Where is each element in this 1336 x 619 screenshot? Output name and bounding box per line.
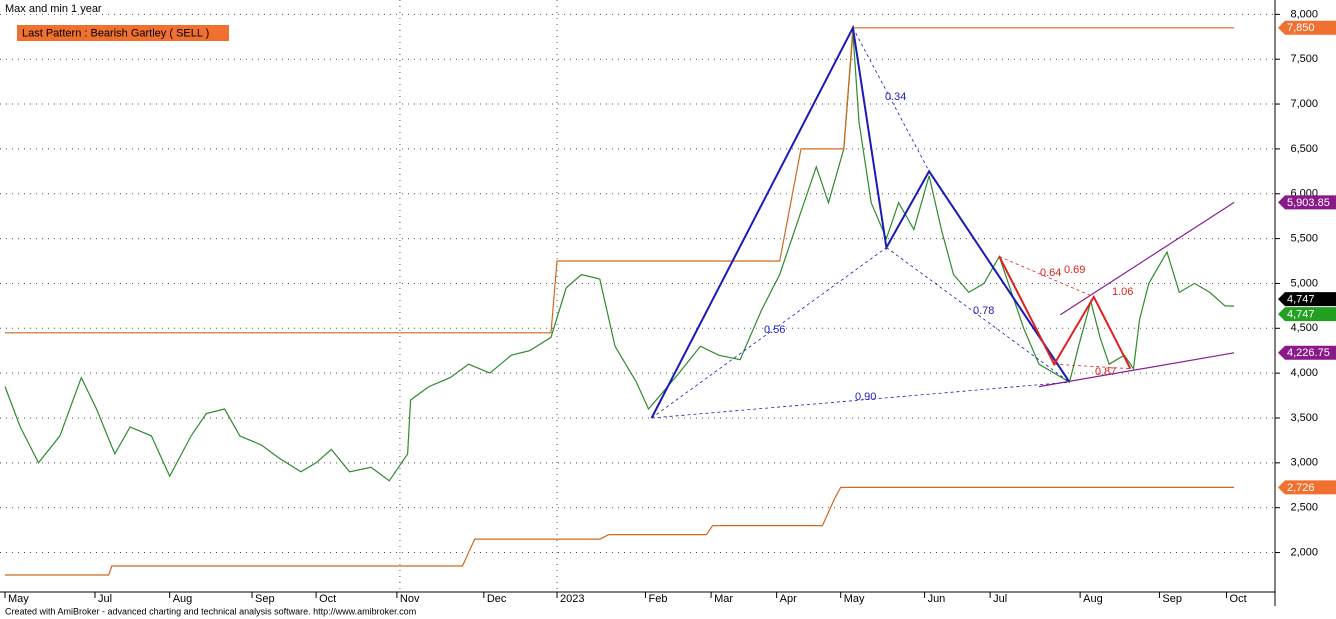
- ratio-label: 0.78: [973, 305, 994, 317]
- price-label-box: [1278, 20, 1336, 35]
- x-tick-label: May: [844, 593, 865, 605]
- ratio-label: 0.87: [1095, 366, 1116, 378]
- ratio-label: 0.64: [1040, 267, 1061, 279]
- retracement-line: [651, 381, 1070, 419]
- series-line: [5, 486, 1235, 576]
- x-tick-label: Dec: [487, 593, 507, 605]
- pattern-badge: [17, 25, 229, 41]
- footer: Created with AmiBroker - advanced charti…: [5, 606, 416, 616]
- x-tick-label: Jun: [928, 593, 946, 605]
- ratio-label: 1.06: [1112, 286, 1133, 298]
- y-tick-label: 2,500: [1290, 502, 1318, 514]
- retracement-line: [651, 247, 887, 419]
- price-label-box: [1278, 195, 1336, 210]
- series-line: [4, 32, 1235, 482]
- x-tick-label: Aug: [173, 593, 193, 605]
- price-label: 7,850: [1287, 22, 1315, 34]
- x-tick-label: Aug: [1083, 593, 1103, 605]
- x-tick-label: May: [8, 593, 29, 605]
- price-label: 4,226.75: [1287, 347, 1330, 359]
- retracement-line: [886, 247, 1070, 383]
- series-line: [1059, 201, 1235, 316]
- y-tick-label: 5,500: [1290, 233, 1318, 245]
- price-label-box: [1278, 292, 1336, 307]
- y-tick-label: 7,000: [1290, 98, 1318, 110]
- price-label: 4,747: [1287, 309, 1315, 321]
- x-tick-label: Oct: [319, 593, 336, 605]
- ratio-label: 0.69: [1064, 264, 1085, 276]
- ratio-label: 0.90: [855, 391, 876, 403]
- price-label-box: [1278, 480, 1336, 495]
- retracement-line: [1054, 363, 1131, 370]
- x-tick-label: 2023: [560, 593, 584, 605]
- retracement-line: [999, 256, 1095, 298]
- ratio-label: 0.34: [885, 91, 906, 103]
- x-tick-label: Mar: [714, 593, 733, 605]
- price-label: 4,747: [1287, 294, 1315, 306]
- x-tick-label: Jul: [98, 593, 112, 605]
- series-line: [998, 256, 1132, 370]
- series-line: [1038, 352, 1235, 388]
- x-tick-label: Apr: [780, 593, 797, 605]
- y-tick-label: 3,500: [1290, 412, 1318, 424]
- price-label-box: [1278, 307, 1336, 322]
- price-label: 2,726: [1287, 482, 1315, 494]
- y-tick-label: 3,000: [1290, 457, 1318, 469]
- x-tick-label: Nov: [400, 593, 420, 605]
- y-tick-label: 6,500: [1290, 143, 1318, 155]
- price-label-box: [1278, 345, 1336, 360]
- ratio-label: 0.56: [764, 324, 785, 336]
- chart-title: Max and min 1 year: [5, 3, 102, 15]
- x-tick-label: Sep: [255, 593, 275, 605]
- y-tick-label: 5,000: [1290, 277, 1318, 289]
- x-tick-label: Oct: [1230, 593, 1247, 605]
- x-tick-label: Sep: [1162, 593, 1182, 605]
- series-line: [5, 27, 1235, 334]
- y-tick-label: 4,500: [1290, 322, 1318, 334]
- y-tick-label: 2,000: [1290, 546, 1318, 558]
- x-tick-label: Feb: [649, 593, 668, 605]
- x-tick-label: Jul: [993, 593, 1007, 605]
- y-tick-label: 8,000: [1290, 8, 1318, 20]
- y-tick-label: 7,500: [1290, 53, 1318, 65]
- y-tick-label: 4,000: [1290, 367, 1318, 379]
- price-label: 5,903.85: [1287, 197, 1330, 209]
- pattern-label: Last Pattern : Bearish Gartley ( SELL ): [22, 27, 209, 39]
